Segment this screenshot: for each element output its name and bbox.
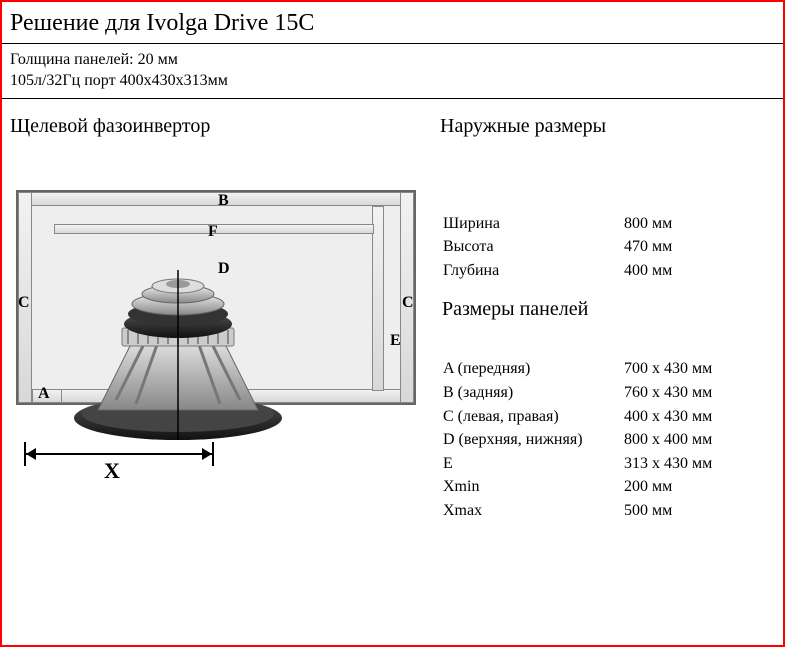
panel-a-label: A (передняя) [442, 357, 623, 381]
section-headers: Щелевой фазоинвертор Наружные размеры [2, 99, 783, 142]
panels-table: A (передняя)700 x 430 мм B (задняя)760 x… [442, 357, 735, 522]
speaker-driver-icon [68, 270, 288, 445]
spec-block: Голщина панелей: 20 мм 105л/32Гц порт 40… [2, 44, 783, 99]
label-f: F [208, 223, 218, 241]
diagram-column: B F D C C E A [2, 142, 442, 523]
label-e: E [390, 332, 401, 350]
left-section-header: Щелевой фазоинвертор [10, 115, 440, 138]
panel-d-label: D (верхняя, нижняя) [442, 428, 623, 452]
wall-top [18, 192, 414, 206]
outer-height-value: 470 мм [623, 235, 735, 259]
table-row: Глубина 400 мм [442, 259, 735, 283]
table-row: D (верхняя, нижняя)800 x 400 мм [442, 428, 735, 452]
page-title: Решение для Ivolga Drive 15C [2, 2, 783, 44]
outer-depth-label: Глубина [442, 259, 623, 283]
table-row: A (передняя)700 x 430 мм [442, 357, 735, 381]
panel-b-value: 760 x 430 мм [623, 381, 735, 405]
right-section-header: Наружные размеры [440, 115, 606, 138]
table-row: Ширина 800 мм [442, 212, 735, 236]
panel-xmax-value: 500 мм [623, 499, 735, 523]
panel-xmin-value: 200 мм [623, 475, 735, 499]
outer-height-label: Высота [442, 235, 623, 259]
body-row: B F D C C E A [2, 142, 783, 523]
label-b: B [218, 192, 229, 210]
table-row: Высота 470 мм [442, 235, 735, 259]
info-column: Ширина 800 мм Высота 470 мм Глубина 400 … [442, 142, 735, 523]
label-x: X [104, 458, 120, 484]
spec-line-2: 105л/32Гц порт 400x430x313мм [10, 71, 775, 92]
table-row: C (левая, правая)400 x 430 мм [442, 405, 735, 429]
page: Решение для Ivolga Drive 15C Голщина пан… [0, 0, 785, 647]
enclosure-diagram: B F D C C E A [8, 182, 428, 512]
table-row: E313 x 430 мм [442, 452, 735, 476]
outer-width-value: 800 мм [623, 212, 735, 236]
panel-a-value: 700 x 430 мм [623, 357, 735, 381]
outer-depth-value: 400 мм [623, 259, 735, 283]
spec-line-1: Голщина панелей: 20 мм [10, 50, 775, 71]
panel-c-value: 400 x 430 мм [623, 405, 735, 429]
panel-b-label: B (задняя) [442, 381, 623, 405]
panel-xmin-label: Xmin [442, 475, 623, 499]
panel-d-value: 800 x 400 мм [623, 428, 735, 452]
table-row: B (задняя)760 x 430 мм [442, 381, 735, 405]
panels-header: Размеры панелей [442, 282, 735, 329]
outer-dims-table: Ширина 800 мм Высота 470 мм Глубина 400 … [442, 212, 735, 283]
panel-xmax-label: Xmax [442, 499, 623, 523]
label-c-left: C [18, 294, 30, 312]
label-c-right: C [402, 294, 414, 312]
table-row: Xmin200 мм [442, 475, 735, 499]
label-a: A [38, 385, 50, 403]
panel-e-value: 313 x 430 мм [623, 452, 735, 476]
panel-e-label: E [442, 452, 623, 476]
panel-c-label: C (левая, правая) [442, 405, 623, 429]
table-row: Xmax500 мм [442, 499, 735, 523]
outer-width-label: Ширина [442, 212, 623, 236]
